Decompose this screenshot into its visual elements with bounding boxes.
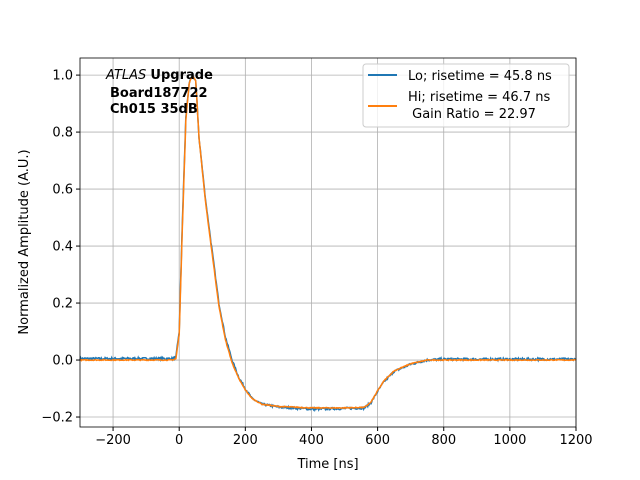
plot-frame	[79, 57, 577, 428]
annotation-line2: Board187722	[110, 86, 208, 101]
x-tick-label: 1200	[559, 433, 592, 448]
x-tick-label: −200	[95, 433, 131, 448]
y-tick-label: 1.0	[52, 69, 73, 84]
y-tick-label: 0.4	[52, 240, 73, 255]
legend-box	[362, 63, 570, 128]
x-tick-label: 1000	[493, 433, 526, 448]
y-axis-label: Normalized Amplitude (A.U.)	[17, 149, 32, 334]
annotation-bold: Upgrade	[150, 68, 213, 83]
ticks: −200 0 200 400 600 800 1000 1200 −0.2 0.0 0.2 0.4 0.…	[41, 69, 592, 448]
y-tick-label: 0.2	[52, 297, 73, 312]
series-lines	[79, 71, 577, 413]
y-tick-label: −0.2	[41, 411, 73, 426]
x-tick-label: 800	[431, 433, 456, 448]
x-tick-label: 400	[299, 433, 324, 448]
annotation-line3: Ch015 35dB	[110, 102, 198, 117]
x-tick-label: 600	[365, 433, 390, 448]
x-axis-label: Time [ns]	[296, 457, 358, 472]
legend-label-hi: Hi; risetime = 46.7 ns	[408, 90, 550, 105]
y-tick-label: 0.6	[52, 183, 73, 198]
x-tick-label: 200	[233, 433, 258, 448]
annotation: ATLAS Upgrade Board187722 Ch015 35dB	[105, 68, 213, 117]
series-line-hi	[79, 73, 577, 410]
legend: Lo; risetime = 45.8 ns Hi; risetime = 46…	[362, 63, 570, 128]
annotation-italic: ATLAS	[105, 68, 146, 83]
svg-text:ATLAS Upgrade: ATLAS Upgrade	[105, 68, 213, 83]
legend-label-gain: Gain Ratio = 22.97	[408, 107, 536, 122]
legend-label-lo: Lo; risetime = 45.8 ns	[408, 69, 552, 84]
y-tick-label: 0.8	[52, 126, 73, 141]
x-tick-label: 0	[175, 433, 183, 448]
y-tick-label: 0.0	[52, 354, 73, 369]
